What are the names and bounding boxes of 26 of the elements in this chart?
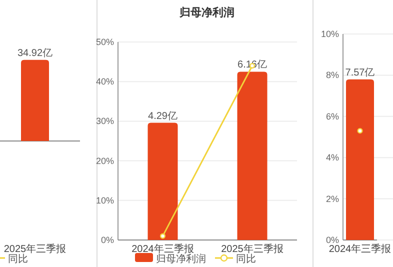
legend-item: 归母净利润 [135,253,206,265]
data-label: 34.92亿 [17,48,53,59]
y-tick-label: 6% [326,111,339,122]
y-tick-label: 10% [320,29,339,39]
data-label: 4.29亿 [148,110,178,122]
legend-item: 同比 [215,254,256,265]
x-tick-label: 2024年三季报 [328,243,392,255]
y-tick-label: 4% [326,152,339,163]
y-tick-label: 2% [326,194,339,204]
y-tick-label: 40% [96,76,114,87]
x-tick-label: 2025年三季报 [221,243,284,255]
y-tick-label: 10% [96,195,114,206]
x-tick-label: 2024年三季报 [132,243,194,255]
legend-item: 同比 [0,254,28,265]
legend-label: 归母净利润 [156,253,206,265]
chart-title: 归母净利润 [178,6,234,19]
y-tick-label: 0% [100,235,114,245]
y-tick-label: 30% [96,116,114,126]
data-label: 7.57亿 [345,67,375,78]
y-tick-label: 0% [326,235,339,245]
legend-label: 同比 [236,253,256,265]
legend-label: 同比 [8,253,28,265]
y-tick-label: 20% [96,156,114,166]
x-tick-label: 2025年三季报 [4,243,66,255]
y-tick-label: 50% [96,37,114,47]
y-tick-label: 8% [326,70,339,80]
